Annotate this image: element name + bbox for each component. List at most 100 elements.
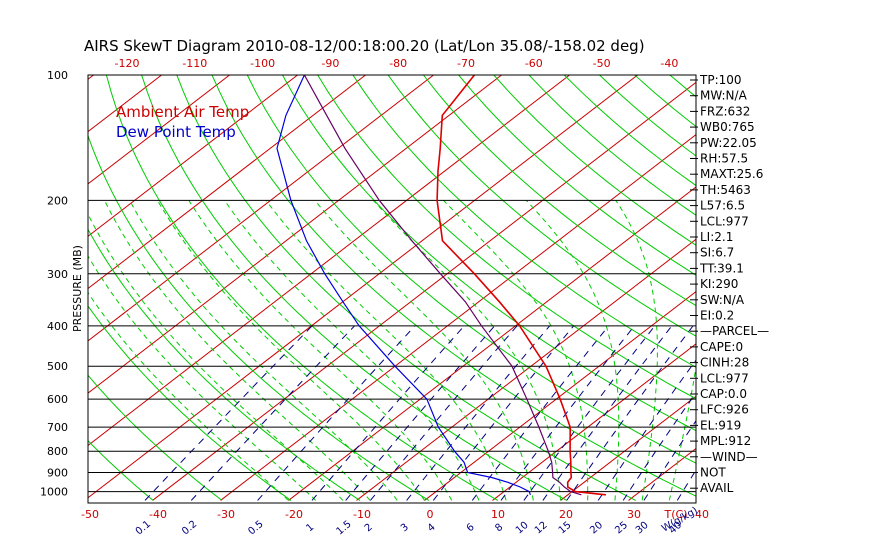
mixing-ratio-tick-label: 3	[399, 522, 411, 535]
moist-adiabat-line	[314, 200, 534, 501]
mixing-ratio-line	[566, 325, 694, 501]
mixing-ratio-line	[345, 325, 496, 501]
mixing-ratio-line	[144, 325, 313, 501]
dry-adiabat-line	[141, 75, 568, 501]
dry-adiabat-line	[846, 75, 870, 500]
index-value: MW:N/A	[700, 89, 748, 103]
bottom-temperature-axis: -50 -40 -30 -20 -10 0 10 20 30 40 T(C)	[81, 508, 709, 521]
top-temp-tick-label: -70	[457, 57, 475, 70]
pressure-axis: 100 200 300 400 500 600 700 800 900 1000	[40, 69, 68, 499]
index-value: WB0:765	[700, 120, 755, 134]
mixing-ratio-line	[597, 359, 696, 501]
chart-title: AIRS SkewT Diagram 2010-08-12/00:18:00.2…	[84, 37, 645, 55]
isotherm-line	[88, 75, 434, 342]
dry-adiabat-line	[776, 75, 870, 500]
legend-ambient-air-temp: Ambient Air Temp	[116, 103, 249, 121]
top-temp-tick-label: -60	[525, 57, 543, 70]
isotherm-line	[356, 238, 696, 501]
index-value: L57:6.5	[700, 199, 745, 213]
mixing-ratio-line	[311, 325, 465, 501]
index-value: CAP:0.0	[700, 387, 747, 401]
sounding-traces	[276, 75, 606, 496]
top-temp-tick-label: -50	[593, 57, 611, 70]
mixing-ratio-line	[257, 325, 416, 501]
top-temp-tick-label: -110	[182, 57, 207, 70]
isotherm-line	[833, 75, 870, 500]
dry-adiabat-line	[740, 75, 870, 500]
index-value: TT:39.1	[699, 261, 744, 275]
dewpoint-trace	[276, 75, 531, 496]
temperature-trace	[436, 75, 606, 496]
bottom-temp-tick-label: -30	[217, 508, 235, 521]
mixing-ratio-line	[370, 325, 518, 501]
dry-adiabat-line	[88, 374, 223, 501]
dry-adiabat-line	[246, 75, 696, 464]
moist-adiabat-line	[525, 200, 620, 501]
mixing-ratio-tick-label: 25	[613, 520, 630, 537]
dry-adiabat-line	[282, 75, 696, 432]
mixing-ratio-tick-label: 15	[557, 520, 574, 537]
pressure-tick-label: 300	[47, 268, 68, 281]
index-value: PW:22.05	[700, 136, 757, 150]
index-value: EL:919	[700, 418, 741, 432]
mixing-ratio-line	[622, 391, 696, 501]
mixing-ratio-tick-label: 1.5	[334, 519, 353, 538]
index-value: AVAIL	[700, 481, 734, 495]
mixing-ratio-tick-label: 10	[514, 520, 531, 537]
pressure-tick-label: 100	[47, 69, 68, 82]
isotherm-line	[88, 75, 570, 447]
isotherm-line	[560, 395, 696, 501]
mixing-ratio-tick-label: 20	[588, 520, 605, 537]
top-temp-tick-label: -90	[321, 57, 339, 70]
index-value: EI:0.2	[700, 309, 734, 323]
pressure-tick-label: 500	[47, 360, 68, 373]
top-temp-tick-label: -40	[660, 57, 678, 70]
dry-adiabat-line	[423, 75, 696, 307]
legend: Ambient Air Temp Dew Point Temp	[116, 103, 249, 141]
index-value: TH:5463	[699, 183, 751, 197]
isotherm-line	[765, 75, 870, 500]
index-value: TP:100	[699, 73, 742, 87]
mixing-ratio-tick-label: 0.1	[134, 519, 153, 538]
mixing-ratio-line	[523, 325, 656, 501]
dry-adiabat-line	[105, 75, 499, 501]
mixing-ratio-tick-label: 30	[634, 520, 651, 537]
mixing-ratio-tick-label: 1	[304, 522, 316, 535]
index-value: LCL:977	[700, 371, 749, 385]
index-value: FRZ:632	[700, 104, 750, 118]
mixing-ratio-tick-label: 2	[363, 522, 375, 535]
mixing-ratio-line	[643, 419, 696, 501]
moist-adiabat-line	[157, 200, 425, 501]
moist-adiabat-line	[88, 255, 317, 501]
dry-adiabat-line	[88, 134, 430, 501]
y-axis-label: PRESSURE (MB)	[71, 245, 84, 332]
mixing-ratio-tick-label: 0.2	[180, 519, 199, 538]
isotherm-line	[220, 134, 696, 501]
index-value: LI:2.1	[700, 230, 733, 244]
dry-adiabat-line	[317, 75, 696, 400]
dry-adiabat-line	[88, 440, 154, 501]
isotherm-line	[88, 75, 502, 394]
isotherm-line	[88, 75, 638, 499]
isotherm-line	[88, 75, 366, 290]
bottom-temp-tick-label: -20	[285, 508, 303, 521]
isotherm-line	[152, 81, 696, 501]
top-temp-tick-label: -100	[250, 57, 275, 70]
index-value: CAPE:0	[700, 340, 743, 354]
index-value: KI:290	[700, 277, 738, 291]
pressure-tick-label: 600	[47, 393, 68, 406]
parcel-trace	[303, 75, 582, 496]
moist-adiabat-line	[88, 212, 344, 501]
mixing-ratio-line	[500, 325, 635, 501]
moist-adiabat-line	[265, 200, 507, 501]
top-temp-tick-label: -120	[115, 57, 140, 70]
dry-adiabat-line	[387, 75, 696, 337]
top-temperature-axis: -120 -110 -100 -90 -80 -70 -60 -50 -40	[115, 57, 679, 70]
legend-dew-point-temp: Dew Point Temp	[116, 123, 236, 141]
dry-adiabat-line	[176, 75, 636, 501]
moist-adiabat-line	[104, 200, 371, 501]
moist-adiabat-line	[88, 291, 289, 501]
mixing-ratio-line	[190, 325, 355, 501]
moist-adiabat-line	[615, 200, 658, 501]
